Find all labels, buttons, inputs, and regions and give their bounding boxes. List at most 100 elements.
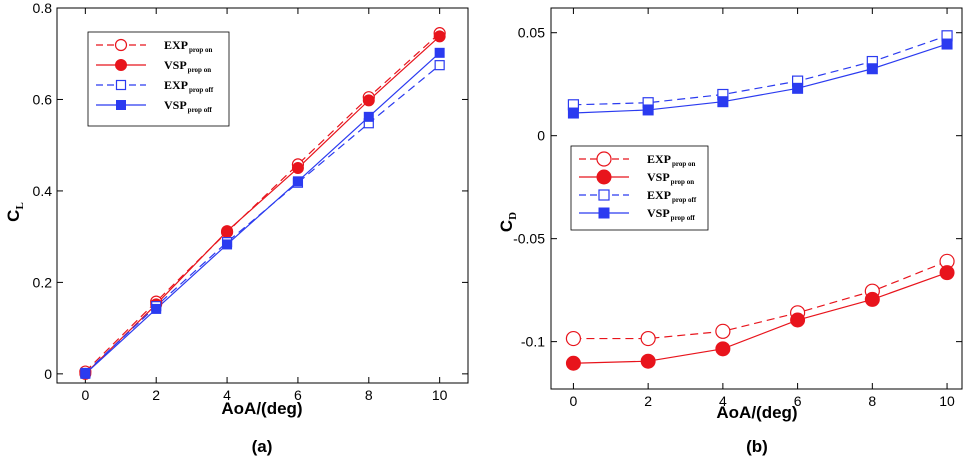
series-line-exp-prop-on — [84, 32, 441, 372]
legend-box — [570, 145, 709, 231]
data-point — [434, 60, 445, 71]
data-point — [640, 353, 656, 369]
data-point — [151, 303, 162, 314]
legend-label: VSPprop on — [647, 170, 694, 186]
series-lines-cl — [84, 32, 441, 375]
legend-label-main: EXP — [164, 38, 188, 52]
data-point — [941, 38, 953, 50]
series-line-exp-prop-off — [573, 35, 948, 106]
legend-label-sub: prop off — [188, 106, 213, 114]
data-point — [792, 82, 804, 94]
caption-b: (b) — [746, 437, 768, 456]
x-tick-label: 4 — [223, 387, 231, 403]
legend-label-sub: prop off — [672, 196, 697, 204]
legend-box — [87, 31, 230, 127]
legend-marker — [596, 151, 612, 167]
y-tick-label: 0.05 — [518, 25, 545, 41]
legend-label: EXPprop off — [647, 188, 697, 204]
legend-label-sub: prop on — [671, 178, 695, 186]
legend-label-main: VSP — [164, 58, 187, 72]
x-tick-label: 2 — [644, 393, 652, 409]
data-point — [715, 323, 731, 339]
caption-a: (a) — [252, 437, 273, 456]
x-tick-label: 6 — [294, 387, 302, 403]
data-point — [80, 368, 91, 379]
series-line-vsp-prop-off — [573, 43, 948, 114]
x-axis-label-cd: AoA/(deg) — [716, 403, 797, 422]
x-axis-label-cl: AoA/(deg) — [221, 399, 302, 418]
data-point — [434, 47, 445, 58]
x-tick-label: 8 — [868, 393, 876, 409]
data-point — [221, 225, 234, 238]
data-point — [363, 111, 374, 122]
data-point — [642, 104, 654, 116]
legend-label-main: VSP — [164, 98, 187, 112]
legend-label-main: EXP — [647, 152, 671, 166]
data-point — [717, 96, 729, 108]
legend-label: VSPprop off — [647, 206, 696, 222]
y-tick-label: 0.8 — [33, 0, 53, 16]
series-line-vsp-prop-off — [84, 52, 441, 375]
x-tick-label: 8 — [365, 387, 373, 403]
data-point — [864, 291, 880, 307]
legend-label: EXPprop on — [164, 38, 213, 54]
tick-marks-cl: 0 2 4 6 8 10 0 0.2 0.4 0.6 0.8 — [33, 0, 468, 403]
series-markers-cl — [79, 27, 446, 380]
legend-label-sub: prop on — [189, 46, 213, 54]
series-line-vsp-prop-on — [573, 272, 948, 364]
y-axis-label-cl-main: C — [4, 210, 23, 222]
y-tick-label: 0.6 — [33, 91, 53, 107]
legend-marker — [596, 169, 612, 185]
data-point — [291, 162, 304, 175]
data-point — [640, 330, 656, 347]
legend-label-main: EXP — [647, 188, 671, 202]
data-point — [790, 312, 806, 328]
legend-label-sub: prop on — [188, 66, 212, 74]
legend-marker — [598, 207, 610, 219]
legend-marker — [114, 38, 128, 52]
x-tick-label: 0 — [570, 393, 578, 409]
legend-label: VSPprop on — [164, 58, 211, 74]
data-point — [433, 30, 446, 43]
data-point — [292, 176, 303, 187]
x-tick-label: 0 — [81, 387, 89, 403]
series-lines-cd — [573, 35, 948, 364]
legend-label: EXPprop off — [164, 78, 214, 94]
legend-marker — [598, 189, 610, 201]
x-tick-label: 10 — [432, 387, 448, 403]
legend-label-sub: prop on — [672, 160, 696, 168]
y-tick-label: 0 — [44, 366, 52, 382]
y-tick-label: 0 — [537, 128, 545, 144]
series-line-exp-prop-on — [573, 260, 948, 340]
legend-label-sub: prop off — [189, 86, 214, 94]
data-point — [939, 265, 955, 281]
legend-label-sub: prop off — [671, 214, 696, 222]
x-tick-label: 4 — [719, 393, 727, 409]
legend-label-main: EXP — [164, 78, 188, 92]
y-tick-label: 0.2 — [33, 274, 53, 290]
y-axis-label-cl: CL — [4, 202, 26, 222]
y-axis-label-cd-sub: D — [507, 212, 519, 220]
data-point — [222, 239, 233, 250]
y-axis-label-cl-sub: L — [14, 202, 26, 209]
legend-label: VSPprop off — [164, 98, 213, 114]
data-point — [715, 341, 731, 357]
plot-frame-cd — [550, 7, 963, 390]
y-axis-label-cd: CD — [497, 212, 519, 232]
tick-marks-cd: 0 2 4 6 8 10 -0.1 -0.05 0 0.05 — [513, 8, 962, 409]
series-markers-cd — [565, 30, 955, 371]
y-tick-label: -0.1 — [521, 334, 545, 350]
legend-label-main: VSP — [647, 206, 670, 220]
x-tick-label: 2 — [152, 387, 160, 403]
x-tick-label: 10 — [939, 393, 955, 409]
data-point — [362, 94, 375, 107]
data-point — [565, 355, 581, 371]
legend-marker — [115, 79, 127, 91]
legend-label-main: VSP — [647, 170, 670, 184]
y-axis-label-cd-main: C — [497, 220, 516, 232]
y-tick-label: 0.4 — [33, 183, 53, 199]
